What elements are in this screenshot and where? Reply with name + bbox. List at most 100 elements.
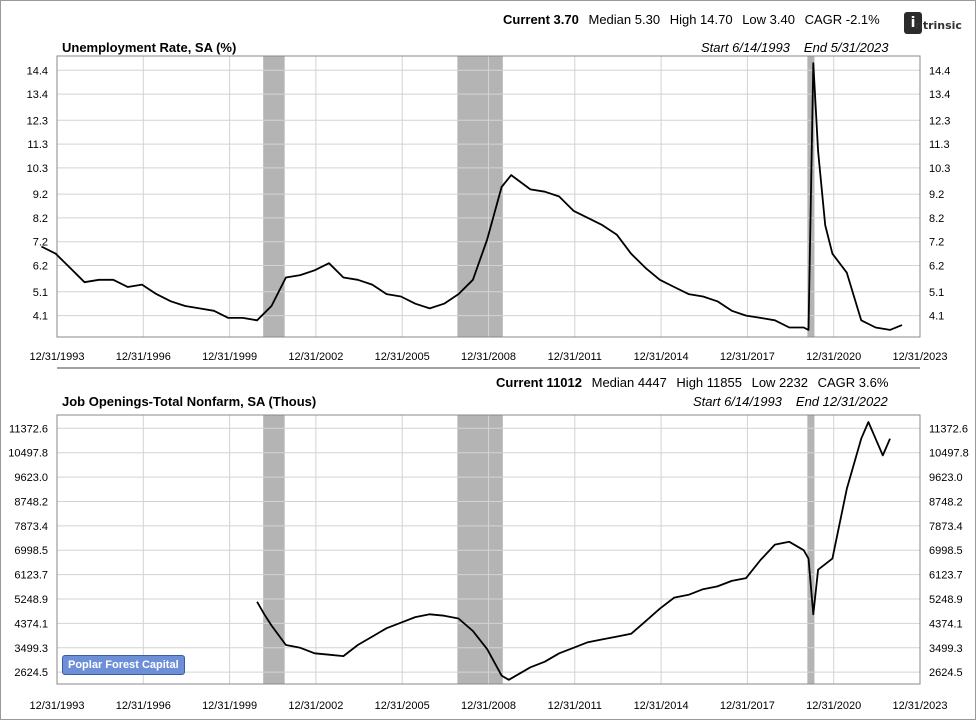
unemployment-x-tick-label: 12/31/1999 bbox=[202, 351, 257, 363]
logo-i-icon: i bbox=[904, 12, 922, 34]
unemployment-y-tick-label-right: 8.2 bbox=[929, 213, 944, 225]
job-openings-y-tick-label-right: 2624.5 bbox=[929, 667, 963, 679]
unemployment-panel: 12/31/1993 12/31/1996 12/31/1999 12/31/2002… bbox=[27, 55, 950, 363]
job-openings-dates: Start 6/14/1993 End 12/31/2022 bbox=[693, 394, 888, 409]
job-openings-recession-band bbox=[807, 415, 815, 684]
unemployment-y-tick-label-left: 13.4 bbox=[27, 89, 48, 101]
job-openings-y-tick-label-right: 4374.1 bbox=[929, 618, 963, 630]
unemployment-recession-band bbox=[457, 56, 503, 337]
unemployment-y-tick-label-right: 11.3 bbox=[929, 139, 950, 151]
unemployment-cagr: CAGR -2.1% bbox=[804, 12, 880, 27]
job-openings-y-tick-label-left: 7873.4 bbox=[14, 521, 48, 533]
job-openings-x-tick-label: 12/31/2011 bbox=[548, 700, 602, 712]
unemployment-y-tick-label-right: 4.1 bbox=[929, 311, 944, 323]
job-openings-start: Start 6/14/1993 bbox=[693, 394, 782, 409]
job-openings-y-tick-label-left: 10497.8 bbox=[8, 448, 48, 460]
job-openings-y-tick-label-right: 6123.7 bbox=[929, 570, 963, 582]
job-openings-stats: Current 11012 Median 4447 High 11855 Low… bbox=[496, 375, 888, 390]
job-openings-plot-frame bbox=[56, 414, 921, 685]
unemployment-x-tick-label: 12/31/2023 bbox=[892, 351, 947, 363]
unemployment-y-tick-label-right: 13.4 bbox=[929, 89, 950, 101]
job-openings-cagr: CAGR 3.6% bbox=[817, 375, 889, 390]
unemployment-plot-frame bbox=[56, 55, 921, 338]
job-openings-y-tick-label-left: 4374.1 bbox=[14, 618, 48, 630]
job-openings-y-tick-label-right: 9623.0 bbox=[929, 472, 963, 484]
unemployment-x-tick-label: 12/31/2014 bbox=[634, 351, 689, 363]
unemployment-x-tick-label: 12/31/1993 bbox=[29, 351, 84, 363]
unemployment-x-tick-label: 12/31/2005 bbox=[375, 351, 430, 363]
job-openings-low: Low 2232 bbox=[751, 375, 808, 390]
job-openings-median: Median 4447 bbox=[591, 375, 667, 390]
job-openings-x-tick-label: 12/31/1999 bbox=[202, 700, 257, 712]
unemployment-stats: Current 3.70 Median 5.30 High 14.70 Low … bbox=[503, 12, 880, 27]
job-openings-x-tick-label: 12/31/2023 bbox=[892, 700, 947, 712]
logo-wordmark: ntrinsic bbox=[915, 19, 962, 32]
unemployment-x-tick-label: 12/31/2017 bbox=[720, 351, 775, 363]
unemployment-y-tick-label-left: 4.1 bbox=[33, 311, 48, 323]
unemployment-series-line bbox=[40, 62, 903, 331]
job-openings-y-tick-label-right: 3499.3 bbox=[929, 643, 963, 655]
unemployment-y-tick-label-left: 8.2 bbox=[33, 213, 48, 225]
job-openings-title: Job Openings-Total Nonfarm, SA (Thous) bbox=[62, 394, 317, 409]
unemployment-current: Current 3.70 bbox=[503, 12, 579, 27]
unemployment-y-tick-label-left: 11.3 bbox=[27, 139, 48, 151]
unemployment-dates: Start 6/14/1993 End 5/31/2023 bbox=[701, 40, 888, 55]
job-openings-y-tick-label-right: 10497.8 bbox=[929, 448, 969, 460]
unemployment-y-tick-label-right: 12.3 bbox=[929, 115, 950, 127]
job-openings-y-tick-label-left: 5248.9 bbox=[14, 594, 48, 606]
unemployment-y-tick-label-right: 10.3 bbox=[929, 163, 950, 175]
unemployment-x-tick-label: 12/31/2011 bbox=[548, 351, 602, 363]
unemployment-recession-band bbox=[263, 56, 285, 337]
unemployment-x-tick-label: 12/31/2020 bbox=[806, 351, 861, 363]
job-openings-y-tick-label-right: 8748.2 bbox=[929, 496, 963, 508]
unemployment-y-tick-label-left: 6.2 bbox=[33, 261, 48, 273]
unemployment-y-tick-label-right: 5.1 bbox=[929, 287, 944, 299]
job-openings-series-line bbox=[256, 421, 891, 681]
poplar-forest-badge: Poplar Forest Capital bbox=[62, 655, 185, 675]
unemployment-y-tick-label-right: 9.2 bbox=[929, 189, 944, 201]
unemployment-y-tick-label-right: 14.4 bbox=[929, 65, 950, 77]
job-openings-y-tick-label-left: 11372.6 bbox=[9, 423, 48, 435]
unemployment-x-tick-label: 12/31/2002 bbox=[288, 351, 343, 363]
job-openings-y-tick-label-right: 11372.6 bbox=[929, 423, 968, 435]
job-openings-x-tick-label: 12/31/2017 bbox=[720, 700, 775, 712]
job-openings-y-tick-label-right: 5248.9 bbox=[929, 594, 963, 606]
unemployment-y-tick-label-left: 7.2 bbox=[33, 237, 48, 249]
job-openings-recession-band bbox=[457, 415, 503, 684]
job-openings-current: Current 11012 bbox=[496, 375, 582, 390]
job-openings-end: End 12/31/2022 bbox=[795, 394, 888, 409]
unemployment-y-tick-label-right: 7.2 bbox=[929, 237, 944, 249]
job-openings-x-tick-label: 12/31/1996 bbox=[116, 700, 171, 712]
job-openings-x-tick-label: 12/31/2020 bbox=[806, 700, 861, 712]
unemployment-y-tick-label-left: 9.2 bbox=[33, 189, 48, 201]
job-openings-high: High 11855 bbox=[676, 375, 742, 390]
unemployment-y-tick-label-left: 10.3 bbox=[27, 163, 48, 175]
unemployment-low: Low 3.40 bbox=[742, 12, 795, 27]
job-openings-y-tick-label-right: 7873.4 bbox=[929, 521, 963, 533]
job-openings-y-tick-label-left: 8748.2 bbox=[14, 496, 48, 508]
job-openings-x-tick-label: 12/31/2005 bbox=[375, 700, 430, 712]
job-openings-y-tick-label-left: 3499.3 bbox=[14, 643, 48, 655]
job-openings-y-tick-label-left: 2624.5 bbox=[14, 667, 48, 679]
job-openings-x-tick-label: 12/31/2008 bbox=[461, 700, 516, 712]
job-openings-x-tick-label: 12/31/1993 bbox=[29, 700, 84, 712]
unemployment-y-tick-label-left: 5.1 bbox=[33, 287, 48, 299]
intrinsic-logo: i ntrinsic bbox=[904, 10, 962, 38]
unemployment-x-tick-label: 12/31/1996 bbox=[116, 351, 171, 363]
unemployment-end: End 5/31/2023 bbox=[803, 40, 889, 55]
unemployment-high: High 14.70 bbox=[669, 12, 733, 27]
unemployment-x-tick-label: 12/31/2008 bbox=[461, 351, 516, 363]
job-openings-x-tick-label: 12/31/2014 bbox=[634, 700, 689, 712]
job-openings-y-tick-label-right: 6998.5 bbox=[929, 545, 963, 557]
job-openings-y-tick-label-left: 6998.5 bbox=[14, 545, 48, 557]
unemployment-title: Unemployment Rate, SA (%) bbox=[62, 40, 237, 55]
unemployment-start: Start 6/14/1993 bbox=[701, 40, 790, 55]
unemployment-y-tick-label-left: 14.4 bbox=[27, 65, 48, 77]
job-openings-y-tick-label-left: 9623.0 bbox=[14, 472, 48, 484]
job-openings-y-tick-label-left: 6123.7 bbox=[14, 570, 48, 582]
unemployment-y-tick-label-right: 6.2 bbox=[929, 261, 944, 273]
job-openings-recession-band bbox=[263, 415, 285, 684]
job-openings-panel: 12/31/1993 12/31/1996 12/31/1999 12/31/2002… bbox=[8, 414, 969, 712]
unemployment-median: Median 5.30 bbox=[588, 12, 661, 27]
